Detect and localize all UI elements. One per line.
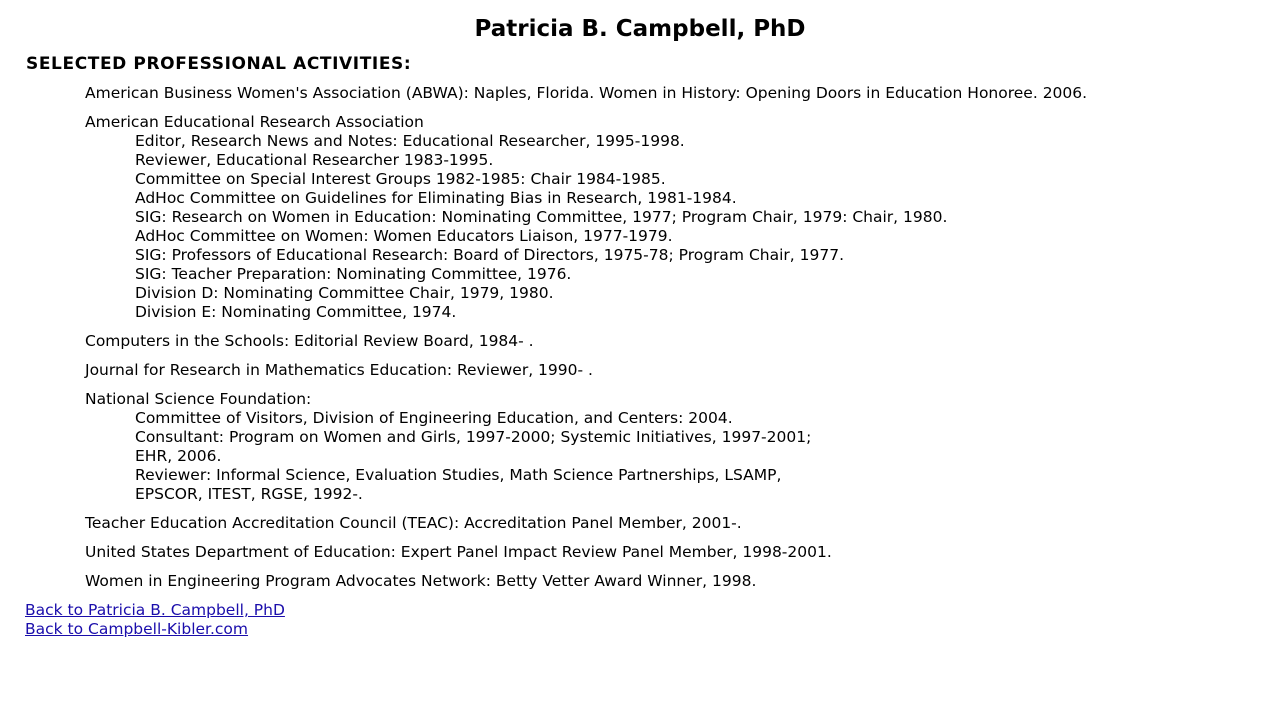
activity-wepan: Women in Engineering Program Advocates N… <box>85 572 757 590</box>
aera-item: Division E: Nominating Committee, 1974. <box>135 303 457 321</box>
page-title: Patricia B. Campbell, PhD <box>474 16 806 42</box>
aera-item: AdHoc Committee on Guidelines for Elimin… <box>135 189 737 207</box>
activity-usdoe: United States Department of Education: E… <box>85 543 832 561</box>
nsf-item: EHR, 2006. <box>135 447 222 465</box>
back-to-campbell-link[interactable]: Back to Patricia B. Campbell, PhD <box>25 601 285 619</box>
aera-item: SIG: Professors of Educational Research:… <box>135 246 845 264</box>
nsf-item: EPSCOR, ITEST, RGSE, 1992-. <box>135 485 363 503</box>
aera-item: SIG: Teacher Preparation: Nominating Com… <box>135 265 572 283</box>
back-to-campbell-kibler-link[interactable]: Back to Campbell-Kibler.com <box>25 620 249 638</box>
aera-item: Division D: Nominating Committee Chair, … <box>135 284 554 302</box>
aera-item: AdHoc Committee on Women: Women Educator… <box>135 227 673 245</box>
aera-item: Editor, Research News and Notes: Educati… <box>135 132 685 150</box>
activity-abwa: American Business Women's Association (A… <box>85 84 1088 102</box>
activity-computers-in-schools: Computers in the Schools: Editorial Revi… <box>85 332 534 350</box>
activity-aera: American Educational Research Associatio… <box>85 113 424 131</box>
aera-item: SIG: Research on Women in Education: Nom… <box>135 208 948 226</box>
aera-item: Committee on Special Interest Groups 198… <box>135 170 666 188</box>
nsf-item: Committee of Visitors, Division of Engin… <box>135 409 733 427</box>
activity-nsf: National Science Foundation: <box>85 390 312 408</box>
activity-jrme: Journal for Research in Mathematics Educ… <box>85 361 593 379</box>
nsf-item: Reviewer: Informal Science, Evaluation S… <box>135 466 782 484</box>
section-heading: SELECTED PROFESSIONAL ACTIVITIES: <box>26 54 412 74</box>
nsf-item: Consultant: Program on Women and Girls, … <box>135 428 812 446</box>
aera-item: Reviewer, Educational Researcher 1983-19… <box>135 151 494 169</box>
activity-teac: Teacher Education Accreditation Council … <box>85 514 742 532</box>
